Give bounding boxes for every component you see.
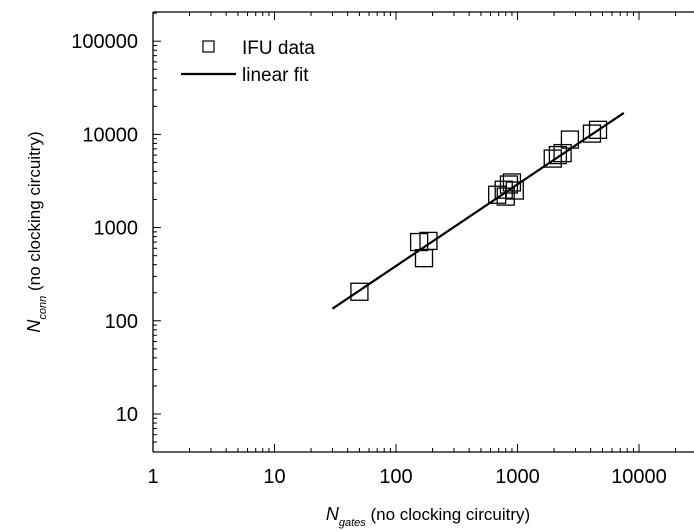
fit-line-layer [331, 112, 625, 310]
tick-marks [152, 12, 677, 452]
data-point [560, 130, 580, 149]
legend: IFU data linear fit [181, 38, 315, 86]
x-axis-label-symbol: N [326, 504, 340, 524]
data-point [582, 124, 602, 143]
y-tick-label: 100000 [71, 31, 138, 53]
x-tick-label: 1000 [495, 466, 540, 488]
data-point [588, 120, 608, 139]
y-axis-label: Nconn (no clocking circuitry) [24, 131, 49, 332]
y-axis-label-subscript: conn [37, 296, 49, 320]
y-tick-label: 100 [105, 311, 138, 333]
legend-label-fit: linear fit [242, 65, 309, 86]
legend-square-marker-icon [202, 40, 215, 53]
data-point [350, 282, 369, 301]
x-axis-label: Ngates (no clocking circuitry) [326, 504, 530, 529]
axis-labels: Ngates (no clocking circuitry)Nconn (no … [24, 131, 530, 529]
x-tick-label: 10000 [611, 466, 667, 488]
data-point [499, 175, 519, 194]
data-point [409, 232, 429, 252]
fit-line [331, 112, 625, 310]
data-points-layer [350, 120, 608, 301]
y-axis-label-text: (no clocking circuitry) [25, 131, 44, 295]
x-axis-label-text: (no clocking circuitry) [366, 505, 530, 524]
x-tick-label: 10 [263, 466, 285, 488]
x-tick-label: 1 [147, 466, 158, 488]
y-tick-label: 1000 [94, 218, 139, 240]
x-tick-label: 100 [379, 466, 412, 488]
legend-label-data: IFU data [242, 38, 315, 59]
x-axis-label-subscript: gates [339, 517, 366, 529]
tick-labels: 1 10 100 1000 10000 10 100 1000 10000 100000 [71, 31, 667, 488]
y-axis-label-symbol: N [24, 319, 44, 333]
data-point [419, 231, 438, 251]
data-point [548, 145, 568, 165]
y-tick-label: 10 [116, 404, 138, 426]
data-point [505, 181, 524, 200]
data-point [553, 143, 572, 163]
data-point [543, 149, 562, 168]
y-tick-label: 10000 [82, 124, 138, 146]
